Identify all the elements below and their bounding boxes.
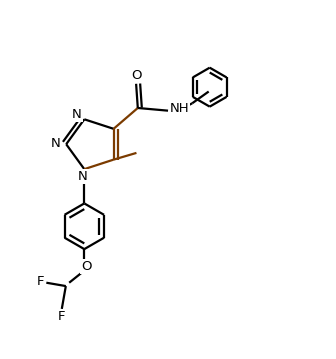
Text: N: N [72, 108, 82, 121]
Text: NH: NH [170, 102, 190, 115]
Text: F: F [58, 310, 66, 323]
Text: N: N [51, 137, 61, 150]
Text: N: N [78, 170, 87, 183]
Text: O: O [81, 260, 92, 273]
Text: F: F [37, 275, 44, 288]
Text: O: O [131, 69, 141, 82]
